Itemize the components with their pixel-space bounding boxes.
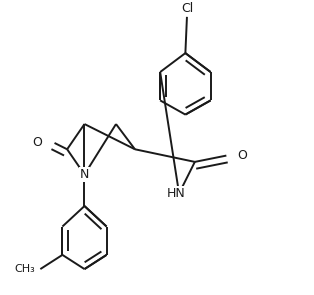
Text: Cl: Cl	[181, 2, 193, 15]
Text: CH₃: CH₃	[14, 264, 35, 274]
Text: O: O	[32, 137, 42, 150]
Text: HN: HN	[166, 187, 185, 200]
Text: N: N	[80, 168, 89, 181]
Text: O: O	[237, 149, 247, 162]
